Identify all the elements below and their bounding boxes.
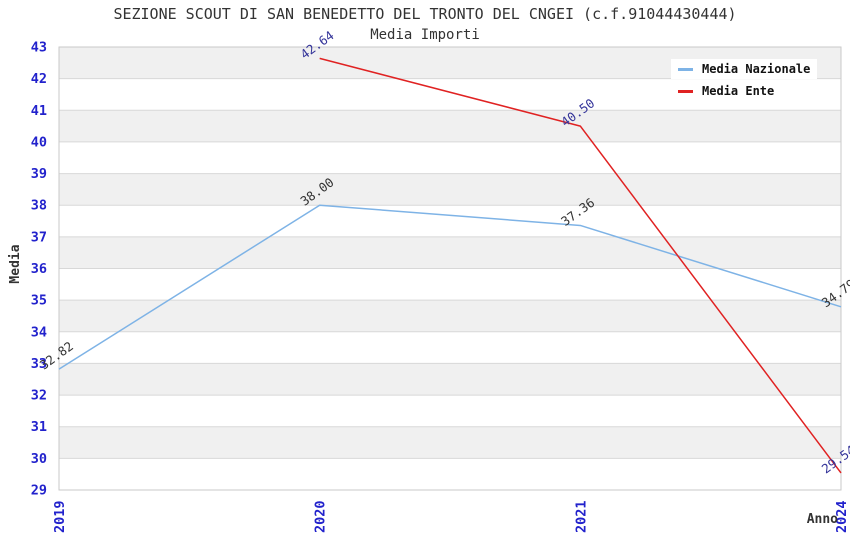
y-tick-label: 38 (31, 198, 47, 214)
series-line-media-ente (319, 57, 842, 474)
alt-band (59, 173, 841, 206)
alt-band (59, 363, 841, 396)
legend-label: Media Nazionale (702, 62, 811, 76)
y-tick-label: 39 (31, 166, 47, 182)
y-tick-label: 32 (31, 388, 47, 404)
legend-item-media-nazionale: Media Nazionale (671, 59, 818, 79)
y-tick-label: 33 (31, 356, 47, 372)
y-tick-label: 36 (31, 261, 47, 277)
y-tick-label: 35 (31, 293, 47, 309)
x-tick-label: 2020 (313, 500, 329, 533)
y-tick-label: 37 (31, 229, 47, 245)
legend-label: Media Ente (702, 84, 775, 98)
alt-band (59, 110, 841, 142)
legend-line-icon (678, 89, 693, 93)
chart-subtitle: Media Importi (370, 27, 480, 43)
y-tick-label: 40 (31, 134, 47, 150)
y-tick-label: 43 (31, 40, 47, 56)
chart-title: SEZIONE SCOUT DI SAN BENEDETTO DEL TRONT… (113, 5, 737, 23)
alt-band (59, 426, 841, 459)
legend-item-media-ente: Media Ente (671, 81, 818, 101)
plot-border (58, 46, 842, 491)
y-tick-label: 42 (31, 71, 47, 87)
x-tick-label: 2021 (573, 500, 589, 533)
y-tick-label: 34 (31, 324, 47, 340)
y-tick-label: 30 (31, 451, 47, 467)
alt-band (59, 236, 841, 269)
alt-band (59, 300, 841, 332)
x-axis-title: Anno (806, 512, 838, 527)
y-tick-label: 31 (31, 419, 47, 435)
y-axis-title: Media (8, 244, 23, 284)
x-tick-label: 2024 (834, 500, 850, 533)
x-tick-label: 2019 (52, 500, 68, 533)
y-tick-label: 29 (31, 483, 47, 499)
y-tick-label: 41 (31, 103, 47, 119)
legend: Media Nazionale Media Ente (671, 59, 818, 101)
legend-line-icon (678, 67, 693, 71)
series-line-media-nazionale (58, 204, 842, 370)
